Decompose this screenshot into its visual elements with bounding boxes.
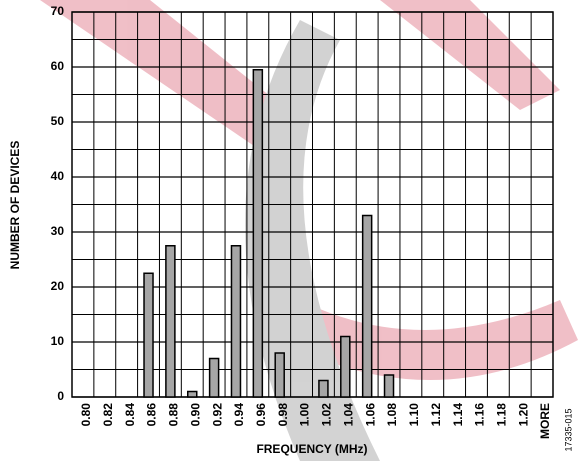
x-tick-label: 0.84 xyxy=(123,403,137,427)
watermark-shape xyxy=(40,0,300,150)
y-tick-label: 70 xyxy=(51,4,65,18)
bar xyxy=(274,352,285,398)
x-tick-label: 1.04 xyxy=(341,403,355,427)
x-tick-label: 0.80 xyxy=(79,403,93,427)
x-tick-label: 1.18 xyxy=(495,403,509,427)
y-tick-label: 30 xyxy=(51,224,65,238)
bar xyxy=(230,245,242,398)
x-tick-label: 1.12 xyxy=(429,403,443,427)
y-tick-label: 60 xyxy=(51,59,65,73)
bar xyxy=(361,214,373,398)
x-tick-label: 0.86 xyxy=(145,403,159,427)
x-tick-label: 0.82 xyxy=(101,403,115,427)
y-tick-label: 40 xyxy=(51,169,65,183)
bar xyxy=(208,357,220,398)
x-tick-label: 0.92 xyxy=(210,403,224,427)
x-tick-label: 0.88 xyxy=(167,403,181,427)
x-tick-label: 1.14 xyxy=(451,403,465,427)
x-tick-label: 0.94 xyxy=(232,403,246,427)
x-tick-label: 0.96 xyxy=(254,403,268,427)
bar xyxy=(383,374,395,398)
y-tick-label: 50 xyxy=(51,114,65,128)
bar xyxy=(318,379,329,398)
x-tick-label: 1.20 xyxy=(516,403,530,427)
x-tick-label: 1.02 xyxy=(320,403,334,427)
y-tick-label: 10 xyxy=(51,334,65,348)
x-tick-label: 1.08 xyxy=(385,403,399,427)
x-axis-label: FREQUENCY (MHz) xyxy=(256,442,367,456)
y-axis-label: NUMBER OF DEVICES xyxy=(8,141,22,270)
y-tick-label: 0 xyxy=(57,389,64,403)
watermark-shape xyxy=(280,300,578,380)
bar xyxy=(340,335,351,398)
x-tick-label: 1.06 xyxy=(363,403,377,427)
bar xyxy=(187,390,198,398)
x-tick-label: MORE xyxy=(538,403,552,439)
plot-frame xyxy=(71,11,554,398)
x-tick-label: 1.00 xyxy=(298,403,312,427)
bar xyxy=(252,69,264,398)
x-tick-label: 1.16 xyxy=(473,403,487,427)
watermark xyxy=(40,0,578,461)
x-tick-label: 0.90 xyxy=(188,403,202,427)
bar xyxy=(143,272,154,398)
y-tick-label: 20 xyxy=(51,279,65,293)
watermark-shape xyxy=(245,20,380,461)
x-tick-label: 0.98 xyxy=(276,403,290,427)
figure-id: 17335-015 xyxy=(563,408,573,451)
bar xyxy=(165,245,176,398)
watermark-shape xyxy=(380,0,560,110)
x-tick-label: 1.10 xyxy=(407,403,421,427)
